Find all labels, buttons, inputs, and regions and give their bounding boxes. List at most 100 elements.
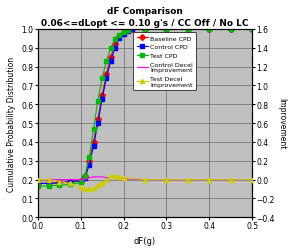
Line: Test Decel
Improvement: Test Decel Improvement — [36, 174, 254, 191]
Baseline CPD — [117, 36, 121, 39]
Control Decel
Improvement — [79, 178, 82, 181]
Test Decel
Improvement — [165, 178, 168, 181]
Control CPD — [229, 28, 233, 31]
Test Decel
Improvement — [229, 178, 233, 181]
Test CPD — [96, 100, 100, 103]
Test CPD — [100, 77, 104, 80]
Control Decel
Improvement — [92, 176, 95, 179]
Control Decel
Improvement — [47, 178, 50, 181]
Baseline CPD — [105, 73, 108, 76]
X-axis label: dF(g): dF(g) — [134, 236, 156, 245]
Baseline CPD — [251, 28, 254, 31]
Control CPD — [100, 98, 104, 101]
Baseline CPD — [208, 28, 211, 31]
Control Decel
Improvement — [96, 176, 100, 179]
Test CPD — [122, 31, 125, 34]
Test Decel
Improvement — [122, 177, 125, 180]
Test CPD — [47, 185, 50, 188]
Test CPD — [251, 28, 254, 31]
Y-axis label: Improvement: Improvement — [277, 98, 286, 149]
Test Decel
Improvement — [92, 187, 95, 190]
Baseline CPD — [143, 28, 147, 31]
Baseline CPD — [109, 56, 113, 59]
Test CPD — [109, 47, 113, 50]
Control CPD — [165, 28, 168, 31]
Test CPD — [68, 183, 72, 186]
Control Decel
Improvement — [109, 177, 113, 180]
Control Decel
Improvement — [105, 177, 108, 180]
Test Decel
Improvement — [96, 184, 100, 187]
Test Decel
Improvement — [117, 176, 121, 179]
Control CPD — [126, 30, 130, 33]
Control Decel
Improvement — [251, 178, 254, 181]
Control Decel
Improvement — [143, 178, 147, 181]
Test Decel
Improvement — [36, 178, 40, 181]
Test Decel
Improvement — [100, 182, 104, 185]
Baseline CPD — [113, 43, 117, 46]
Test Decel
Improvement — [251, 178, 254, 181]
Control Decel
Improvement — [122, 177, 125, 180]
Control CPD — [36, 182, 40, 185]
Baseline CPD — [186, 28, 190, 31]
Baseline CPD — [36, 182, 40, 185]
Test Decel
Improvement — [79, 186, 82, 189]
Test CPD — [105, 60, 108, 63]
Control CPD — [92, 145, 95, 148]
Baseline CPD — [57, 181, 61, 184]
Test Decel
Improvement — [57, 180, 61, 183]
Line: Control Decel
Improvement: Control Decel Improvement — [38, 177, 252, 180]
Test Decel
Improvement — [83, 188, 87, 191]
Control Decel
Improvement — [100, 176, 104, 179]
Control CPD — [47, 182, 50, 185]
Control Decel
Improvement — [83, 178, 87, 181]
Test Decel
Improvement — [186, 178, 190, 181]
Test Decel
Improvement — [47, 178, 50, 181]
Test CPD — [92, 128, 95, 131]
Control CPD — [83, 177, 87, 180]
Baseline CPD — [100, 94, 104, 97]
Baseline CPD — [122, 31, 125, 34]
Y-axis label: Cumulative Probability Distribution: Cumulative Probability Distribution — [7, 56, 16, 191]
Control CPD — [186, 28, 190, 31]
Test CPD — [83, 175, 87, 178]
Test CPD — [229, 28, 233, 31]
Baseline CPD — [229, 28, 233, 31]
Baseline CPD — [126, 29, 130, 32]
Baseline CPD — [79, 179, 82, 182]
Test CPD — [208, 28, 211, 31]
Legend: Baseline CPD, Control CPD, Test CPD, Control Decel
Improvement, Test Decel
Impro: Baseline CPD, Control CPD, Test CPD, Con… — [133, 33, 196, 90]
Test Decel
Improvement — [105, 178, 108, 181]
Test Decel
Improvement — [113, 175, 117, 178]
Control Decel
Improvement — [229, 178, 233, 181]
Test CPD — [57, 184, 61, 187]
Test CPD — [88, 156, 91, 159]
Control CPD — [68, 181, 72, 184]
Control CPD — [122, 33, 125, 36]
Test CPD — [36, 185, 40, 188]
Test CPD — [143, 28, 147, 31]
Control CPD — [57, 182, 61, 185]
Baseline CPD — [88, 160, 91, 163]
Line: Test CPD: Test CPD — [36, 28, 254, 188]
Baseline CPD — [165, 28, 168, 31]
Control Decel
Improvement — [88, 177, 91, 180]
Control CPD — [117, 38, 121, 41]
Control CPD — [113, 47, 117, 50]
Baseline CPD — [92, 141, 95, 144]
Test CPD — [117, 34, 121, 37]
Control Decel
Improvement — [186, 178, 190, 181]
Baseline CPD — [96, 118, 100, 121]
Test Decel
Improvement — [143, 178, 147, 181]
Baseline CPD — [68, 180, 72, 183]
Baseline CPD — [83, 175, 87, 178]
Test CPD — [126, 29, 130, 32]
Test CPD — [113, 39, 117, 42]
Control CPD — [130, 29, 134, 32]
Control CPD — [88, 163, 91, 166]
Control CPD — [251, 28, 254, 31]
Control CPD — [143, 28, 147, 31]
Line: Control CPD: Control CPD — [36, 28, 254, 186]
Control CPD — [96, 122, 100, 125]
Baseline CPD — [130, 28, 134, 32]
Baseline CPD — [47, 182, 50, 185]
